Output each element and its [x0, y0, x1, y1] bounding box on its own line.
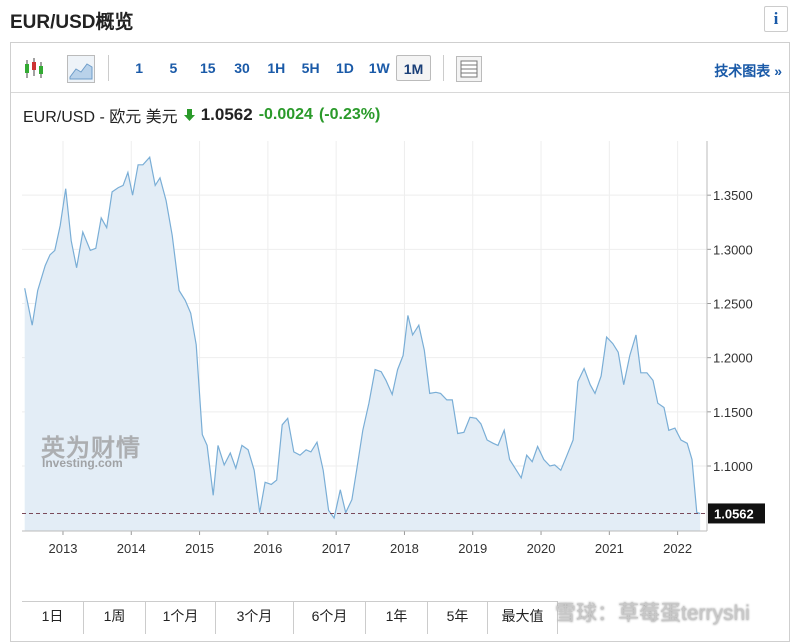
range-bar: 1日 1周 1个月 3个月 6个月 1年 5年 最大值: [22, 601, 558, 634]
x-tick-label: 2017: [322, 541, 351, 556]
x-tick-label: 2014: [117, 541, 146, 556]
panel: [10, 42, 790, 642]
range-tab[interactable]: 1周: [84, 602, 146, 634]
down-arrow: [183, 109, 195, 121]
x-tick-label: 2022: [663, 541, 692, 556]
interval-button[interactable]: 1M: [396, 55, 431, 81]
range-tab[interactable]: 最大值: [488, 602, 558, 634]
current-price-box: [708, 503, 765, 524]
separator: [108, 55, 109, 81]
x-tick-label: 2018: [390, 541, 419, 556]
y-tick-label: 1.2000: [713, 351, 753, 366]
x-tick-label: 2013: [49, 541, 78, 556]
current-price-label: 1.0562: [714, 506, 754, 521]
quote-name: EUR/USD - 欧元 美元: [23, 109, 178, 126]
interval-button[interactable]: 1W: [368, 60, 390, 76]
range-tab[interactable]: 3个月: [216, 602, 294, 634]
quote-change: -0.0024: [258, 106, 313, 123]
area-fill: [24, 157, 701, 531]
separator: [443, 55, 444, 81]
technical-chart-link[interactable]: 技术图表 »: [714, 63, 782, 79]
x-tick-label: 2019: [458, 541, 487, 556]
range-tab[interactable]: 1日: [22, 602, 84, 634]
x-tick-label: 2021: [595, 541, 624, 556]
interval-button[interactable]: 1H: [267, 60, 286, 76]
y-tick-label: 1.3500: [713, 188, 753, 203]
interval-button[interactable]: 5H: [301, 60, 320, 76]
quote: EUR/USD - 欧元 美元 1.0562 -0.0024 (-0.23%): [23, 103, 380, 127]
range-tab[interactable]: 1个月: [146, 602, 216, 634]
table-icon[interactable]: [456, 56, 482, 82]
area-icon[interactable]: [67, 55, 95, 83]
quote-change-pct: (-0.23%): [318, 106, 381, 123]
interval-button[interactable]: 1: [135, 60, 144, 76]
interval-button[interactable]: 1D: [335, 60, 354, 76]
watermark-logo: 英为财情: [41, 435, 141, 462]
page-title: EUR/USD概览: [10, 12, 134, 33]
interval-bar: 1 5 15 30 1H 5H 1D 1W 1M: [122, 55, 431, 81]
range-tab[interactable]: 6个月: [294, 602, 366, 634]
x-tick-label: 2016: [253, 541, 282, 556]
interval-button[interactable]: 5: [169, 60, 178, 76]
interval-button[interactable]: 30: [234, 60, 250, 76]
candlestick-icon[interactable]: [22, 56, 48, 82]
range-tab[interactable]: 5年: [428, 602, 488, 634]
interval-button[interactable]: 15: [199, 60, 216, 76]
credit-watermark: 雪球：草莓蛋terryshi: [555, 602, 750, 625]
y-tick-label: 1.1500: [713, 405, 753, 420]
x-tick-label: 2015: [185, 541, 214, 556]
y-tick-label: 1.1000: [713, 459, 753, 474]
y-tick-label: 1.2500: [713, 297, 753, 312]
range-tab[interactable]: 1年: [366, 602, 428, 634]
quote-price: 1.0562: [200, 105, 253, 124]
y-tick-label: 1.3000: [713, 242, 753, 257]
price-line: [24, 155, 701, 520]
x-tick-label: 2020: [527, 541, 556, 556]
divider: [11, 92, 789, 93]
watermark-logo-en: Investing.com: [42, 456, 123, 470]
info-button[interactable]: i: [764, 6, 788, 32]
